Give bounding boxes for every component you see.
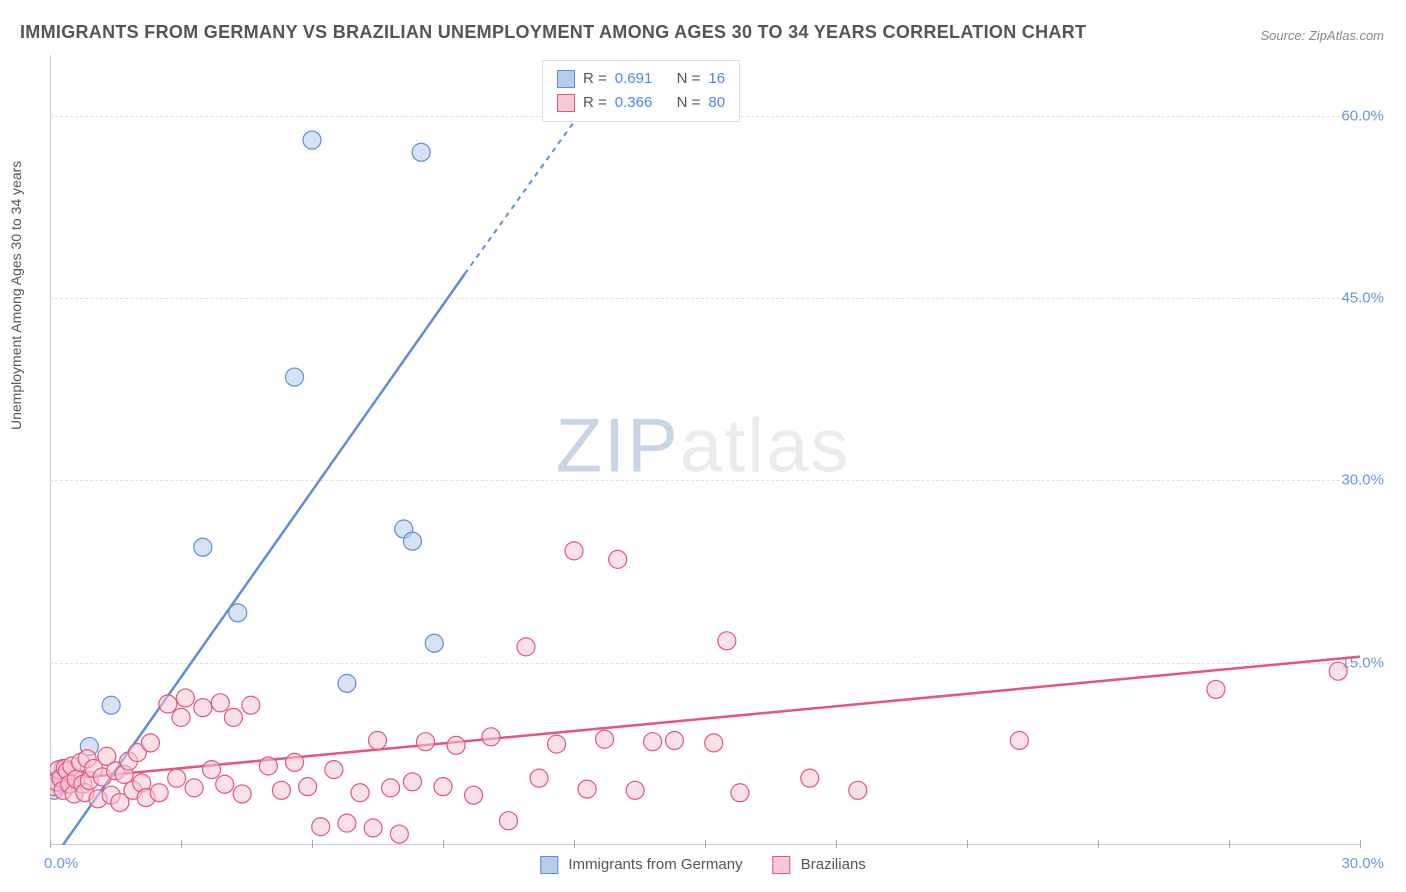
data-point [578, 780, 596, 798]
data-point [1010, 731, 1028, 749]
legend-item-brazilians: Brazilians [773, 856, 866, 874]
data-point [211, 694, 229, 712]
data-point [242, 696, 260, 714]
data-point [272, 781, 290, 799]
data-point [1329, 662, 1347, 680]
correlation-statbox: R = 0.691 N = 16 R = 0.366 N = 80 [542, 60, 740, 122]
data-point [705, 734, 723, 752]
data-point [141, 734, 159, 752]
data-point [849, 781, 867, 799]
data-point [596, 730, 614, 748]
data-point [216, 775, 234, 793]
trend-line [54, 274, 464, 845]
data-point [465, 786, 483, 804]
data-point [194, 699, 212, 717]
data-point [482, 728, 500, 746]
data-point [801, 769, 819, 787]
data-point [417, 733, 435, 751]
data-point [403, 773, 421, 791]
x-tick [1360, 840, 1361, 848]
legend-item-germany: Immigrants from Germany [540, 856, 742, 874]
data-point [382, 779, 400, 797]
source-attribution: Source: ZipAtlas.com [1260, 28, 1384, 43]
data-point [159, 695, 177, 713]
swatch-brazilians-icon [557, 94, 575, 112]
data-point [447, 736, 465, 754]
data-point [390, 825, 408, 843]
data-point [325, 761, 343, 779]
data-point [259, 757, 277, 775]
chart-title: IMMIGRANTS FROM GERMANY VS BRAZILIAN UNE… [20, 22, 1086, 43]
data-point [403, 532, 421, 550]
data-point [548, 735, 566, 753]
data-point [312, 818, 330, 836]
data-point [434, 778, 452, 796]
data-point [286, 368, 304, 386]
data-point [731, 784, 749, 802]
x-axis-start-label: 0.0% [44, 855, 78, 872]
legend: Immigrants from Germany Brazilians [540, 856, 866, 874]
trend-line-dashed [465, 116, 579, 274]
data-point [718, 632, 736, 650]
data-point [233, 785, 251, 803]
y-axis-label: Unemployment Among Ages 30 to 34 years [8, 161, 24, 430]
data-point [168, 769, 186, 787]
data-point [102, 696, 120, 714]
data-point [229, 604, 247, 622]
data-point [176, 689, 194, 707]
data-point [665, 731, 683, 749]
data-point [338, 814, 356, 832]
statbox-row-brazilians: R = 0.366 N = 80 [557, 91, 725, 115]
data-point [412, 143, 430, 161]
data-point [565, 542, 583, 560]
data-point [369, 731, 387, 749]
data-point [203, 761, 221, 779]
trend-line [50, 657, 1360, 781]
scatter-svg [50, 55, 1360, 845]
swatch-brazilians-icon [773, 856, 791, 874]
data-point [500, 812, 518, 830]
data-point [364, 819, 382, 837]
data-point [303, 131, 321, 149]
data-point [644, 733, 662, 751]
data-point [517, 638, 535, 656]
data-point [224, 708, 242, 726]
swatch-germany-icon [557, 70, 575, 88]
swatch-germany-icon [540, 856, 558, 874]
data-point [1207, 680, 1225, 698]
data-point [425, 634, 443, 652]
data-point [299, 778, 317, 796]
data-point [185, 779, 203, 797]
x-axis-end-label: 30.0% [1341, 855, 1384, 872]
data-point [609, 550, 627, 568]
data-point [150, 784, 168, 802]
data-point [286, 753, 304, 771]
statbox-row-germany: R = 0.691 N = 16 [557, 67, 725, 91]
data-point [626, 781, 644, 799]
data-point [338, 674, 356, 692]
data-point [351, 784, 369, 802]
data-point [530, 769, 548, 787]
data-point [194, 538, 212, 556]
data-point [172, 708, 190, 726]
